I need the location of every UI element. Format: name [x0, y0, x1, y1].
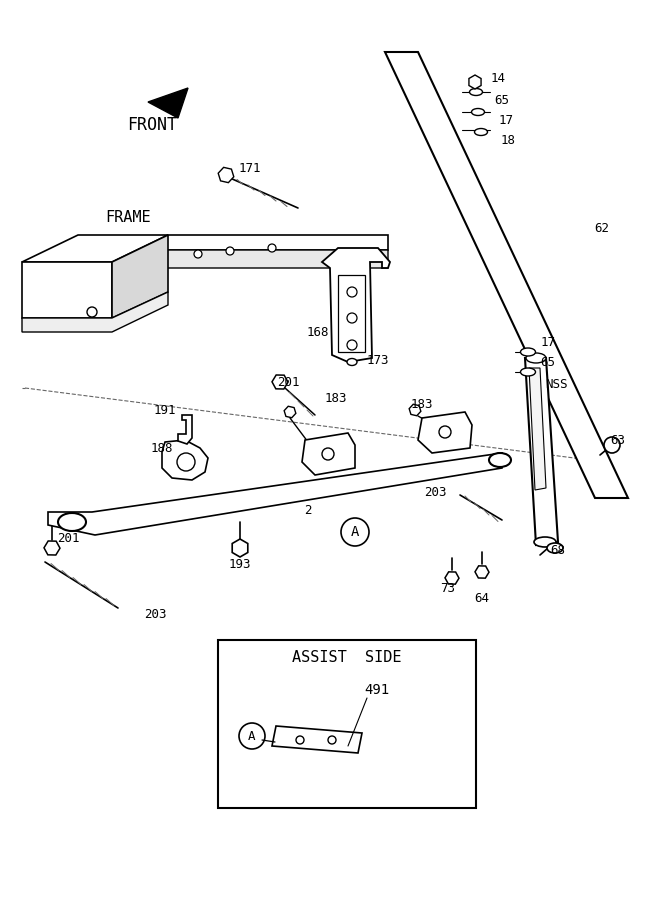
- Circle shape: [268, 244, 276, 252]
- Ellipse shape: [547, 543, 563, 553]
- Ellipse shape: [534, 537, 556, 547]
- Polygon shape: [178, 415, 192, 444]
- Text: FRONT: FRONT: [127, 116, 177, 134]
- Text: A: A: [248, 730, 255, 742]
- Polygon shape: [385, 52, 628, 498]
- Circle shape: [347, 287, 357, 297]
- Text: 18: 18: [500, 133, 516, 147]
- Circle shape: [341, 518, 369, 546]
- Ellipse shape: [520, 348, 536, 356]
- Polygon shape: [322, 248, 390, 362]
- Ellipse shape: [526, 353, 546, 363]
- Text: 17: 17: [498, 113, 514, 127]
- Polygon shape: [338, 275, 365, 352]
- Text: 2: 2: [304, 503, 311, 517]
- Polygon shape: [22, 235, 168, 262]
- Text: 203: 203: [144, 608, 166, 622]
- Text: A: A: [351, 525, 360, 539]
- Ellipse shape: [347, 358, 357, 365]
- Text: 491: 491: [364, 683, 390, 697]
- Circle shape: [322, 448, 334, 460]
- FancyBboxPatch shape: [218, 640, 476, 808]
- Text: 63: 63: [610, 434, 626, 446]
- Polygon shape: [525, 358, 558, 545]
- Text: 183: 183: [411, 399, 434, 411]
- Polygon shape: [22, 262, 112, 318]
- Polygon shape: [112, 235, 388, 278]
- Text: 73: 73: [440, 581, 456, 595]
- Text: 68: 68: [550, 544, 566, 556]
- Text: 14: 14: [490, 71, 506, 85]
- Polygon shape: [112, 250, 388, 296]
- Polygon shape: [302, 433, 355, 475]
- Circle shape: [347, 313, 357, 323]
- Ellipse shape: [520, 368, 536, 376]
- Text: NSS: NSS: [545, 379, 567, 392]
- Text: 64: 64: [474, 591, 490, 605]
- Text: 188: 188: [151, 442, 173, 454]
- Polygon shape: [529, 368, 546, 490]
- Text: 191: 191: [154, 403, 176, 417]
- Text: 65: 65: [494, 94, 510, 106]
- Polygon shape: [112, 235, 168, 318]
- Circle shape: [194, 250, 202, 258]
- Text: 193: 193: [229, 559, 251, 572]
- Text: 203: 203: [424, 485, 446, 499]
- Text: 173: 173: [367, 354, 390, 366]
- Text: 201: 201: [277, 376, 299, 390]
- Text: 17: 17: [540, 336, 556, 348]
- Text: ASSIST  SIDE: ASSIST SIDE: [292, 651, 402, 665]
- Circle shape: [347, 340, 357, 350]
- Circle shape: [328, 736, 336, 744]
- Text: 168: 168: [307, 327, 329, 339]
- Polygon shape: [272, 726, 362, 753]
- Ellipse shape: [470, 88, 482, 95]
- Circle shape: [604, 437, 620, 453]
- Text: FRAME: FRAME: [105, 211, 151, 226]
- Circle shape: [239, 723, 265, 749]
- Circle shape: [439, 426, 451, 438]
- Polygon shape: [48, 453, 502, 535]
- Ellipse shape: [474, 129, 488, 136]
- Circle shape: [177, 453, 195, 471]
- Text: 65: 65: [540, 356, 556, 368]
- Text: 201: 201: [57, 532, 79, 544]
- Polygon shape: [418, 412, 472, 453]
- Text: 62: 62: [594, 221, 610, 235]
- Text: 183: 183: [325, 392, 348, 404]
- Ellipse shape: [58, 513, 86, 531]
- Ellipse shape: [472, 109, 484, 115]
- Text: 171: 171: [239, 161, 261, 175]
- Circle shape: [226, 247, 234, 255]
- Polygon shape: [148, 88, 188, 118]
- Circle shape: [87, 307, 97, 317]
- Ellipse shape: [489, 453, 511, 467]
- Polygon shape: [22, 292, 168, 332]
- Polygon shape: [162, 440, 208, 480]
- Circle shape: [296, 736, 304, 744]
